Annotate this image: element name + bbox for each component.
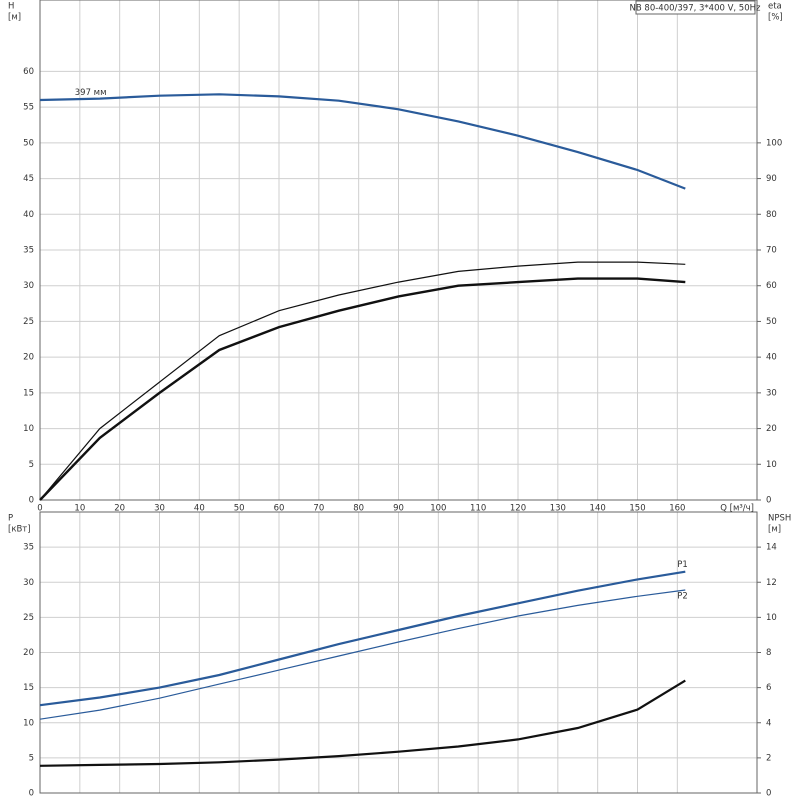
x-tick-label: 10	[74, 504, 85, 514]
x-tick-label: 150	[629, 504, 645, 514]
x-tick-label: 140	[590, 504, 606, 514]
y-tick-label: 60	[23, 67, 34, 77]
y-tick-label: 0	[29, 789, 34, 799]
y-tick-label: 35	[23, 246, 34, 256]
series-line	[39, 277, 686, 501]
series-line	[39, 679, 686, 767]
x-tick-label: 60	[274, 504, 285, 514]
x-tick-label: 0	[37, 504, 42, 514]
y-axis-label: P	[8, 514, 13, 524]
y2-tick-label: 50	[766, 317, 777, 327]
y2-tick-label: 0	[766, 789, 771, 799]
y2-tick-label: 4	[766, 718, 771, 728]
y-axis-unit: [кВт]	[8, 525, 31, 535]
y-tick-label: 55	[23, 103, 34, 113]
y-tick-label: 40	[23, 210, 34, 220]
series-line	[39, 570, 686, 707]
y-tick-label: 35	[23, 543, 34, 553]
x-tick-label: 100	[430, 504, 446, 514]
y2-tick-label: 90	[766, 174, 777, 184]
y2-axis-unit: [%]	[768, 13, 783, 23]
y2-axis-unit: [м]	[768, 525, 781, 535]
y2-tick-label: 10	[766, 460, 777, 470]
x-tick-label: 120	[510, 504, 526, 514]
y2-tick-label: 40	[766, 353, 777, 363]
series-label: P1	[677, 560, 688, 570]
y-tick-label: 20	[23, 353, 34, 363]
y2-tick-label: 70	[766, 246, 777, 256]
y2-axis-label: eta	[768, 2, 782, 12]
y-tick-label: 25	[23, 317, 34, 327]
y2-tick-label: 60	[766, 281, 777, 291]
y2-tick-label: 12	[766, 578, 777, 588]
y2-tick-label: 20	[766, 424, 777, 434]
plot-frame	[39, 0, 758, 501]
y2-tick-label: 2	[766, 753, 771, 763]
y2-tick-label: 10	[766, 613, 777, 623]
y-tick-label: 25	[23, 613, 34, 623]
y-tick-label: 30	[23, 281, 34, 291]
y-tick-label: 50	[23, 138, 34, 148]
y-tick-label: 45	[23, 174, 34, 184]
y-tick-label: 5	[29, 753, 34, 763]
plot-frame	[39, 511, 758, 794]
series-line	[39, 93, 686, 190]
y2-tick-label: 30	[766, 388, 777, 398]
y-tick-label: 10	[23, 424, 34, 434]
x-tick-label: 110	[470, 504, 486, 514]
y2-tick-label: 14	[766, 543, 777, 553]
y-tick-label: 15	[23, 683, 34, 693]
y-axis-unit: [м]	[8, 13, 21, 23]
x-tick-label: 80	[353, 504, 364, 514]
y2-tick-label: 0	[766, 496, 771, 506]
series-label: 397 мм	[75, 88, 107, 98]
y-tick-label: 10	[23, 718, 34, 728]
y-tick-label: 0	[29, 496, 34, 506]
x-tick-label: 130	[550, 504, 566, 514]
x-tick-label: 90	[393, 504, 404, 514]
x-tick-label: 70	[313, 504, 324, 514]
y-axis-label: H	[8, 2, 14, 12]
chart-title: NB 80-400/397, 3*400 V, 50Hz	[630, 4, 761, 14]
y-tick-label: 20	[23, 648, 34, 658]
y2-tick-label: 8	[766, 648, 771, 658]
series-line	[39, 589, 686, 720]
x-tick-label: 160	[669, 504, 685, 514]
y-tick-label: 5	[29, 460, 34, 470]
x-tick-label: 50	[234, 504, 245, 514]
x-axis-label: Q [м³/ч]	[720, 504, 754, 514]
series-label: P2	[677, 591, 688, 601]
y2-tick-label: 100	[766, 138, 782, 148]
y2-tick-label: 6	[766, 683, 771, 693]
y-tick-label: 15	[23, 388, 34, 398]
x-tick-label: 20	[114, 504, 125, 514]
x-tick-label: 40	[194, 504, 205, 514]
series-line	[39, 261, 686, 501]
y2-axis-label: NPSH	[768, 514, 791, 524]
title-box	[635, 0, 756, 15]
y2-tick-label: 80	[766, 210, 777, 220]
x-tick-label: 30	[154, 504, 165, 514]
y-tick-label: 30	[23, 578, 34, 588]
